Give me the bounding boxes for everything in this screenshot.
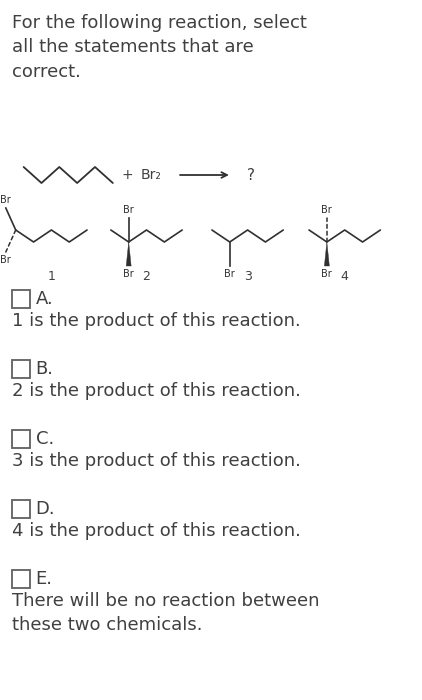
Text: D.: D. [35, 500, 55, 518]
Text: 2 is the product of this reaction.: 2 is the product of this reaction. [12, 382, 300, 400]
Bar [12, 360, 30, 378]
Text: 4 is the product of this reaction.: 4 is the product of this reaction. [12, 522, 300, 540]
Text: Br: Br [322, 269, 332, 279]
Text: 4: 4 [341, 270, 349, 283]
Text: 3: 3 [243, 270, 252, 283]
Text: ?: ? [246, 167, 254, 183]
Text: Br: Br [322, 205, 332, 215]
Text: +: + [122, 168, 133, 182]
Bar [12, 570, 30, 588]
Text: 1 is the product of this reaction.: 1 is the product of this reaction. [12, 312, 300, 330]
Text: Br: Br [225, 269, 235, 279]
Text: Br₂: Br₂ [141, 168, 162, 182]
Text: Br: Br [0, 195, 11, 205]
Polygon shape [325, 242, 329, 266]
Text: Br: Br [123, 205, 134, 215]
Text: 2: 2 [143, 270, 151, 283]
Text: E.: E. [35, 570, 52, 588]
Text: Br: Br [0, 255, 11, 265]
Bar [12, 290, 30, 308]
Text: 3 is the product of this reaction.: 3 is the product of this reaction. [12, 452, 300, 470]
Text: B.: B. [35, 360, 54, 378]
Text: There will be no reaction between
these two chemicals.: There will be no reaction between these … [12, 592, 319, 634]
Text: For the following reaction, select
all the statements that are
correct.: For the following reaction, select all t… [12, 14, 307, 80]
Bar [12, 430, 30, 448]
Text: Br: Br [123, 269, 134, 279]
Polygon shape [126, 242, 131, 266]
Text: A.: A. [35, 290, 53, 308]
Bar [12, 500, 30, 518]
Text: C.: C. [35, 430, 54, 448]
Text: 1: 1 [47, 270, 55, 283]
